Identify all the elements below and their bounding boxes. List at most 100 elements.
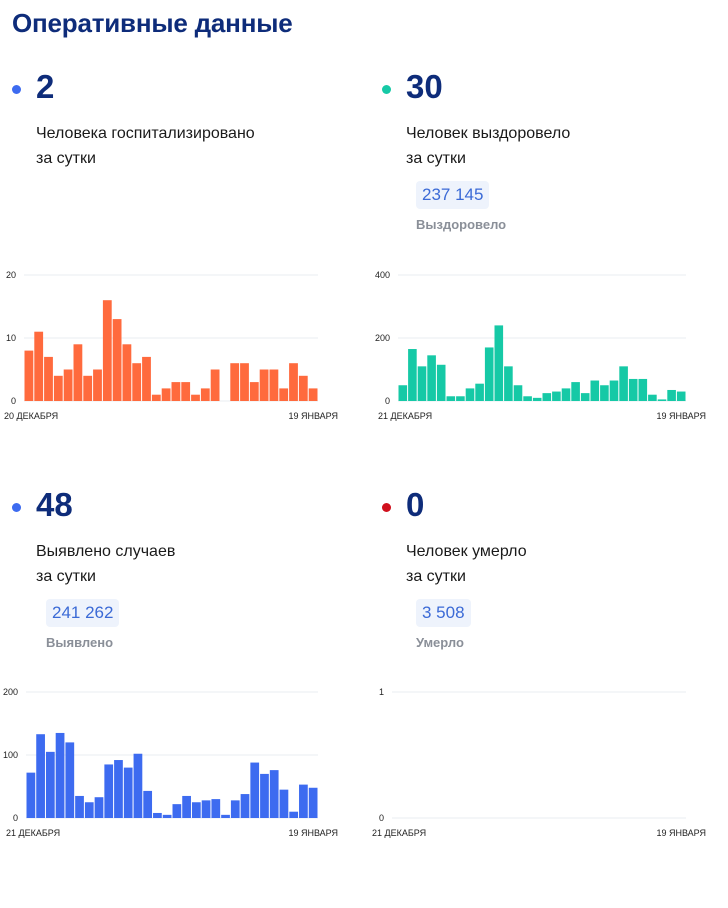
bar[interactable] xyxy=(153,812,162,818)
bar[interactable] xyxy=(308,388,318,401)
bar[interactable] xyxy=(561,388,571,401)
bar[interactable] xyxy=(93,369,102,402)
bar[interactable] xyxy=(83,375,93,401)
bar[interactable] xyxy=(240,794,250,818)
bar[interactable] xyxy=(122,344,132,401)
bar[interactable] xyxy=(200,388,210,401)
bar[interactable] xyxy=(211,799,221,818)
bar[interactable] xyxy=(162,814,172,818)
bar[interactable] xyxy=(161,388,171,401)
bar[interactable] xyxy=(182,795,191,818)
bar[interactable] xyxy=(65,742,75,818)
bar[interactable] xyxy=(417,366,427,401)
page-title: Оперативные данные xyxy=(12,8,293,38)
died-card: 0 Человек умерло за сутки 3 508 Умерло xyxy=(382,488,728,908)
bar[interactable] xyxy=(44,356,53,401)
bar[interactable] xyxy=(55,732,65,818)
bar[interactable] xyxy=(465,388,475,401)
bar[interactable] xyxy=(475,383,484,401)
bar[interactable] xyxy=(249,382,259,401)
bar[interactable] xyxy=(279,388,289,401)
bar[interactable] xyxy=(398,385,408,401)
bar[interactable] xyxy=(123,767,133,818)
bar[interactable] xyxy=(523,396,532,401)
bar[interactable] xyxy=(638,378,648,401)
bar[interactable] xyxy=(494,325,504,401)
bar[interactable] xyxy=(114,760,123,818)
bar[interactable] xyxy=(260,773,269,818)
bar[interactable] xyxy=(456,396,465,401)
bar[interactable] xyxy=(667,389,676,401)
bar[interactable] xyxy=(269,369,279,402)
bar[interactable] xyxy=(552,391,561,401)
died-total-label: Умерло xyxy=(416,635,464,650)
bar[interactable] xyxy=(542,393,552,401)
bar[interactable] xyxy=(240,363,249,401)
bar[interactable] xyxy=(289,811,299,818)
bar[interactable] xyxy=(112,319,122,401)
bar[interactable] xyxy=(73,344,83,401)
bar[interactable] xyxy=(484,347,494,401)
bar[interactable] xyxy=(269,770,279,818)
died-count: 0 xyxy=(406,486,425,523)
bar[interactable] xyxy=(210,369,220,402)
bar[interactable] xyxy=(34,331,44,401)
bar[interactable] xyxy=(408,349,417,401)
bar[interactable] xyxy=(513,385,523,401)
died-desc-line2: за сутки xyxy=(406,568,466,585)
bar[interactable] xyxy=(308,787,318,818)
bar[interactable] xyxy=(191,802,201,818)
bar[interactable] xyxy=(657,399,667,401)
bar[interactable] xyxy=(104,764,114,818)
bar[interactable] xyxy=(201,800,211,818)
bar[interactable] xyxy=(298,375,308,401)
bar[interactable] xyxy=(590,380,600,401)
bar[interactable] xyxy=(143,790,153,818)
bar[interactable] xyxy=(94,797,104,818)
bar[interactable] xyxy=(446,396,456,401)
recovered-desc-line1: Человек выздоровело xyxy=(406,125,571,142)
bar[interactable] xyxy=(250,762,260,818)
bar[interactable] xyxy=(230,800,240,818)
bar[interactable] xyxy=(279,789,289,818)
bar[interactable] xyxy=(171,382,181,401)
bar[interactable] xyxy=(221,814,230,818)
y-tick-label: 20 xyxy=(6,270,16,280)
detected-total-label: Выявлено xyxy=(46,635,114,650)
bar[interactable] xyxy=(230,363,240,401)
bar[interactable] xyxy=(132,363,142,401)
bar[interactable] xyxy=(36,734,45,818)
bar[interactable] xyxy=(571,382,580,401)
bar[interactable] xyxy=(24,350,34,401)
bar[interactable] xyxy=(45,751,55,818)
bar[interactable] xyxy=(133,753,143,818)
bar[interactable] xyxy=(648,394,657,401)
bar[interactable] xyxy=(504,366,513,401)
bar[interactable] xyxy=(532,397,542,401)
bar[interactable] xyxy=(259,369,269,402)
bar[interactable] xyxy=(191,394,200,401)
bar[interactable] xyxy=(151,394,161,401)
bar[interactable] xyxy=(619,366,628,401)
bar[interactable] xyxy=(26,772,36,818)
detected-count: 48 xyxy=(36,486,73,523)
bar[interactable] xyxy=(600,385,609,401)
bar[interactable] xyxy=(53,375,63,401)
bar[interactable] xyxy=(299,784,308,818)
bar[interactable] xyxy=(427,355,436,401)
bar[interactable] xyxy=(84,802,94,818)
bar[interactable] xyxy=(609,380,619,401)
bar[interactable] xyxy=(436,364,446,401)
bar[interactable] xyxy=(172,804,182,818)
bar[interactable] xyxy=(181,382,191,401)
bar[interactable] xyxy=(63,369,73,402)
bar[interactable] xyxy=(580,393,590,401)
bar[interactable] xyxy=(628,378,638,401)
detected-chart: 0 100 200 21 ДЕКАБРЯ 19 ЯНВАРЯ xyxy=(3,687,338,838)
y-tick-label: 0 xyxy=(11,396,16,406)
bar[interactable] xyxy=(102,300,112,401)
bar[interactable] xyxy=(289,363,298,401)
bar[interactable] xyxy=(75,795,84,818)
bar[interactable] xyxy=(142,356,151,401)
bar[interactable] xyxy=(676,391,686,401)
